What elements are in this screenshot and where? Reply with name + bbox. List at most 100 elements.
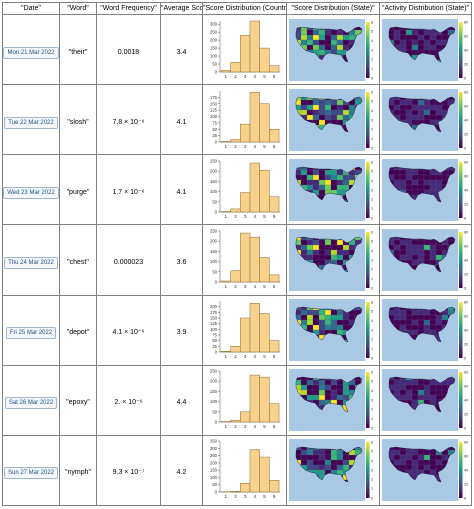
colorbar-tick-label: 40 bbox=[464, 258, 468, 262]
x-tick-label: 5 bbox=[263, 74, 266, 79]
state-region bbox=[429, 315, 436, 321]
histogram-cell: 0 50 100 150 200 250 300 1 2 3 4 5 6 bbox=[202, 13, 287, 86]
state-region bbox=[330, 254, 338, 261]
state-region bbox=[423, 184, 430, 190]
date-button[interactable]: Tue 22 Mar 2022 bbox=[4, 116, 58, 129]
state-region bbox=[417, 380, 424, 386]
state-region bbox=[312, 455, 320, 461]
word-text: "their" bbox=[68, 48, 88, 56]
state-region bbox=[399, 395, 406, 401]
y-tick-label: 200 bbox=[210, 461, 218, 466]
state-region bbox=[423, 174, 430, 180]
state-region bbox=[405, 395, 412, 401]
state-region bbox=[348, 455, 356, 461]
colorbar-tick-label: 60 bbox=[464, 385, 468, 389]
score-map-cell: 0 1 2 3 4 5 6 bbox=[286, 13, 380, 86]
state-region bbox=[318, 310, 326, 316]
state-region bbox=[435, 320, 442, 326]
date-button[interactable]: Thu 24 Mar 2022 bbox=[4, 256, 58, 269]
histogram-bar bbox=[249, 91, 260, 142]
average-score-value: 3.6 bbox=[176, 258, 187, 266]
state-region bbox=[330, 450, 338, 456]
histogram-bar bbox=[268, 403, 279, 423]
histogram-bar bbox=[258, 103, 270, 142]
histogram-bar bbox=[268, 64, 279, 72]
histogram-bar bbox=[229, 270, 241, 283]
state-region bbox=[318, 254, 326, 261]
state-region bbox=[435, 325, 442, 331]
state-region bbox=[435, 109, 442, 115]
score-map-cell: 0 1 2 3 4 5 6 bbox=[286, 154, 380, 226]
x-tick-label: 1 bbox=[224, 144, 227, 149]
state-region bbox=[393, 450, 400, 456]
state-region bbox=[312, 325, 320, 331]
state-region bbox=[417, 465, 424, 471]
state-region bbox=[435, 385, 442, 391]
state-region bbox=[399, 380, 406, 386]
state-region bbox=[336, 455, 344, 461]
state-region bbox=[312, 184, 320, 190]
histogram-bar bbox=[249, 375, 260, 423]
word-text: "depot" bbox=[66, 329, 90, 337]
colorbar-tick-label: 60 bbox=[464, 174, 468, 178]
state-region bbox=[306, 169, 314, 175]
state-region bbox=[348, 104, 356, 110]
average-score-value: 4.4 bbox=[176, 399, 187, 407]
state-region bbox=[423, 465, 430, 471]
state-region bbox=[405, 39, 412, 45]
state-region bbox=[399, 390, 406, 396]
state-region bbox=[393, 320, 400, 326]
colorbar bbox=[458, 161, 462, 218]
state-region bbox=[330, 169, 338, 175]
histogram-bar bbox=[268, 274, 279, 283]
state-region bbox=[318, 184, 326, 190]
state-region bbox=[435, 34, 442, 40]
state-region bbox=[429, 179, 436, 185]
state-region bbox=[429, 119, 436, 125]
state-region bbox=[429, 254, 436, 261]
state-region bbox=[324, 34, 332, 40]
colorbar-tick-label: 6 bbox=[371, 90, 373, 94]
state-region bbox=[393, 109, 400, 115]
date-button[interactable]: Sat 26 Mar 2022 bbox=[4, 397, 58, 410]
state-region bbox=[312, 39, 320, 45]
state-region bbox=[393, 29, 400, 35]
date-button[interactable]: Mon 21 Mar 2022 bbox=[3, 46, 59, 59]
state-region bbox=[393, 39, 400, 45]
state-region bbox=[342, 174, 350, 180]
state-region bbox=[435, 254, 442, 261]
histogram-bar bbox=[239, 34, 250, 72]
state-region bbox=[399, 99, 406, 105]
y-tick-label: 25 bbox=[212, 133, 217, 138]
colorbar-tick-label: 5 bbox=[371, 450, 373, 454]
histogram-bar bbox=[268, 128, 279, 142]
y-tick-label: 300 bbox=[210, 446, 218, 451]
date-button[interactable]: Sun 27 Mar 2022 bbox=[3, 467, 59, 480]
date-button[interactable]: Wed 23 Mar 2022 bbox=[3, 186, 59, 199]
x-tick-label: 2 bbox=[234, 424, 237, 429]
state-region bbox=[306, 174, 314, 180]
y-tick-label: 350 bbox=[210, 439, 218, 444]
state-region bbox=[330, 325, 338, 331]
state-region bbox=[336, 460, 344, 466]
header-average-score: "Average Score" bbox=[160, 2, 203, 15]
header-date: "Date" bbox=[2, 2, 60, 15]
state-region bbox=[411, 450, 418, 456]
state-region bbox=[411, 174, 418, 180]
colorbar-tick-label: 1 bbox=[371, 277, 373, 281]
colorbar-tick-label: 5 bbox=[371, 240, 373, 244]
state-region bbox=[399, 310, 406, 316]
state-region bbox=[423, 34, 430, 40]
word-text: "epoxy" bbox=[66, 399, 90, 407]
state-region bbox=[300, 179, 308, 185]
state-region bbox=[429, 380, 436, 386]
state-region bbox=[435, 390, 442, 396]
date-button[interactable]: Fri 25 Mar 2022 bbox=[5, 327, 57, 340]
score-map-cell: 0 1 2 3 4 5 6 bbox=[286, 224, 380, 296]
state-region bbox=[393, 460, 400, 466]
state-region bbox=[405, 385, 412, 391]
histogram-bar bbox=[239, 232, 250, 283]
x-tick-label: 2 bbox=[234, 144, 237, 149]
word-frequency-value: 4.1 × 10⁻⁶ bbox=[112, 329, 145, 337]
y-tick-label: 250 bbox=[210, 453, 218, 458]
